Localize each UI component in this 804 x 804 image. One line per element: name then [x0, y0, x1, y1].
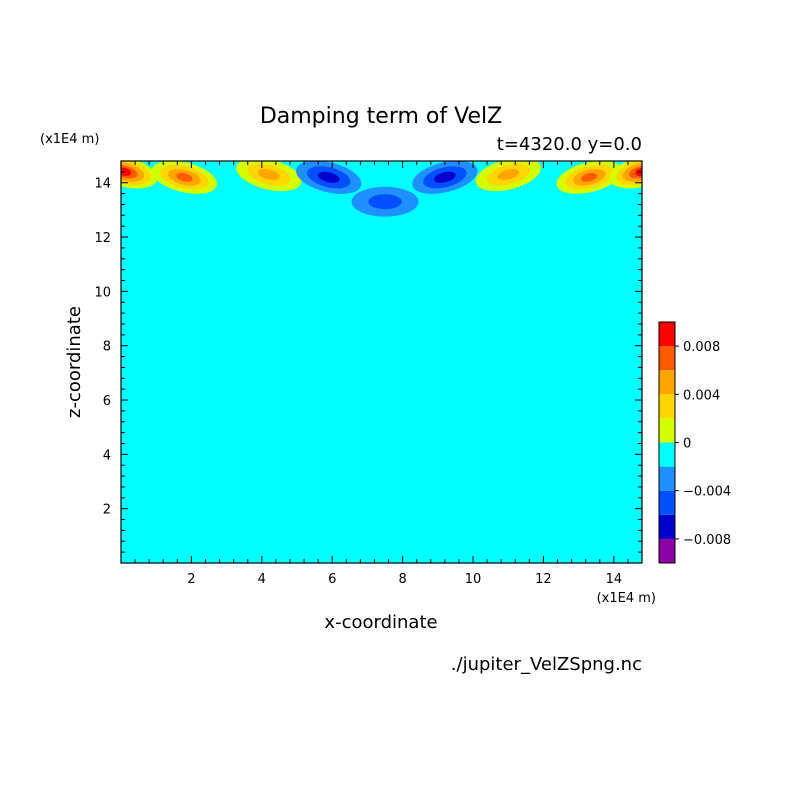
y-axis-title: z-coordinate — [64, 306, 85, 418]
x-tick-label: 12 — [535, 572, 552, 587]
x-unit-label: (x1E4 m) — [597, 591, 656, 606]
y-tick-label: 2 — [103, 503, 111, 518]
contour-feature-3 — [236, 161, 302, 192]
contour-level — [317, 171, 340, 183]
colorbar-tick-label: 0.004 — [683, 388, 720, 403]
y-tick-label: 14 — [94, 177, 111, 192]
colorbar-swatch — [659, 466, 675, 491]
plot-area — [121, 161, 642, 563]
contour-feature-7 — [412, 161, 478, 194]
x-axis-title: x-coordinate — [324, 612, 437, 633]
contour-feature-4 — [296, 161, 362, 194]
colorbar-swatch — [659, 370, 675, 395]
x-tick-label: 8 — [398, 572, 406, 587]
contour-level — [497, 169, 520, 181]
colorbar-tick-label: −0.004 — [683, 485, 731, 500]
colorbar-swatch — [659, 442, 675, 467]
source-file-label: ./jupiter_VelZSpng.nc — [451, 654, 642, 675]
x-tick-label: 4 — [258, 572, 266, 587]
contour-level — [433, 171, 456, 183]
colorbar-swatch — [659, 322, 675, 347]
y-tick-label: 10 — [94, 285, 111, 300]
y-tick-label: 12 — [94, 231, 111, 246]
colorbar-tick-label: 0 — [683, 437, 691, 452]
contour-feature-6 — [351, 186, 419, 217]
colorbar-swatch — [659, 418, 675, 443]
contour-level — [176, 172, 193, 182]
colorbar-swatch — [659, 394, 675, 419]
chart-subtitle: t=4320.0 y=0.0 — [497, 134, 642, 155]
axes-frame — [120, 160, 643, 564]
contour-feature-2 — [151, 161, 218, 194]
colorbar: 0.008 0.004 0 −0.004 −0.008 — [658, 321, 731, 564]
y-tick-label: 4 — [103, 448, 111, 463]
contour-level — [257, 169, 280, 181]
contour-level — [628, 165, 642, 179]
x-tick-label: 10 — [465, 572, 482, 587]
colorbar-tick-label: −0.008 — [683, 533, 731, 548]
x-tick-label: 14 — [606, 572, 623, 587]
x-tick-label: 2 — [187, 572, 195, 587]
contour-feature-8 — [475, 161, 541, 192]
background-field — [121, 161, 642, 563]
colorbar-swatch — [659, 538, 675, 563]
contour-level — [581, 172, 598, 182]
axes: 2 4 6 8 10 12 14 2 4 6 8 10 12 14 — [94, 160, 643, 587]
colorbar-swatch — [659, 346, 675, 371]
contour-features — [121, 161, 642, 217]
y-tick-label: 8 — [103, 340, 111, 355]
colorbar-tick-label: 0.008 — [683, 340, 720, 355]
y-unit-label: (x1E4 m) — [40, 132, 99, 147]
y-tick-label: 6 — [103, 394, 111, 409]
colorbar-swatch — [659, 490, 675, 515]
x-tick-label: 6 — [328, 572, 336, 587]
contour-level — [368, 194, 402, 210]
chart-title: Damping term of VelZ — [260, 104, 502, 129]
contour-feature-9 — [556, 161, 622, 194]
colorbar-swatch — [659, 514, 675, 539]
